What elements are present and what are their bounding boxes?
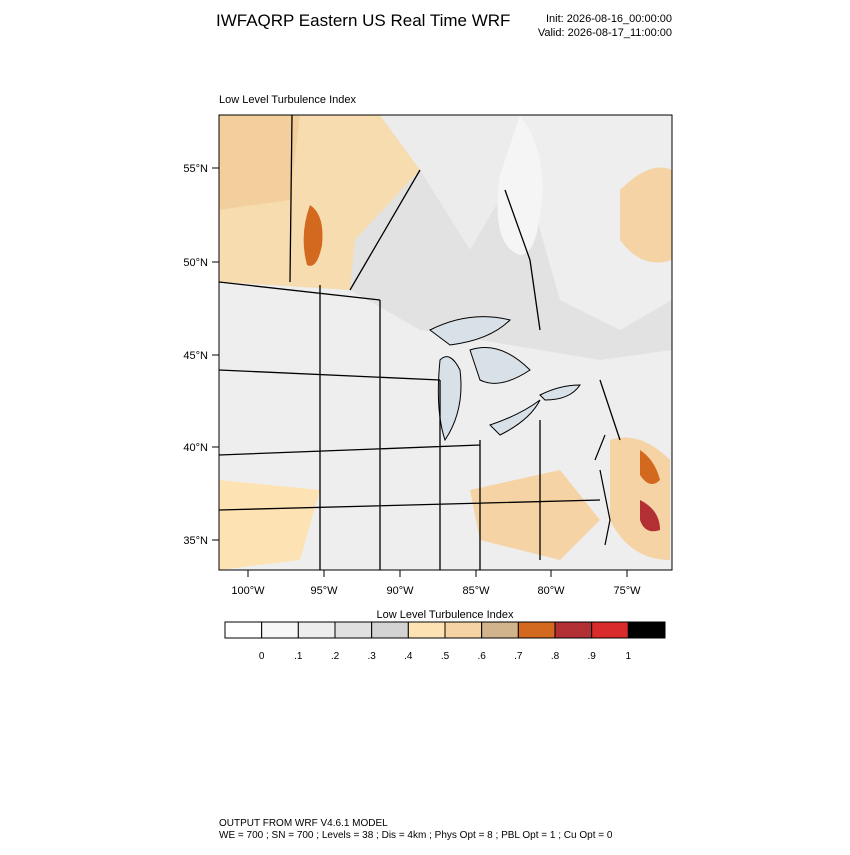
lon-label: 85°W (462, 585, 490, 597)
colorbar-label: .9 (587, 651, 596, 662)
lat-label: 40°N (183, 442, 208, 454)
colorbar-box (407, 621, 446, 639)
lat-label: 55°N (183, 163, 208, 175)
lat-label: 45°N (183, 350, 208, 362)
lon-label: 100°W (231, 585, 265, 597)
colorbar-box (371, 621, 409, 639)
lat-label: 50°N (183, 257, 208, 269)
colorbar-label: .3 (367, 651, 376, 662)
lon-label: 90°W (386, 585, 414, 597)
valid-time: Valid: 2026-08-17_11:00:00 (538, 27, 672, 39)
lon-label: 80°W (537, 585, 565, 597)
colorbar-box (554, 621, 593, 639)
map (218, 114, 673, 571)
colorbar-box (481, 621, 519, 639)
colorbar-box (444, 621, 483, 639)
lon-label: 75°W (613, 585, 641, 597)
colorbar-label: .8 (551, 651, 560, 662)
colorbar: 0 .1 .2 .3 .4 .5 .6 .7 .8 .9 1 (224, 621, 666, 662)
colorbar-label: .4 (404, 651, 413, 662)
lon-label: 95°W (310, 585, 338, 597)
colorbar-label: .7 (514, 651, 523, 662)
colorbar-box (261, 621, 299, 639)
colorbar-box (334, 621, 373, 639)
footer-line: OUTPUT FROM WRF V4.6.1 MODEL (219, 818, 388, 829)
lat-label: 35°N (183, 535, 208, 547)
footer-line: WE = 700 ; SN = 700 ; Levels = 38 ; Dis … (219, 830, 613, 841)
map-subtitle: Low Level Turbulence Index (219, 94, 356, 106)
colorbar-box (224, 621, 263, 639)
colorbar-box (591, 621, 629, 639)
colorbar-box (297, 621, 336, 639)
colorbar-box (627, 621, 666, 639)
init-time: Init: 2026-08-16_00:00:00 (546, 13, 672, 25)
colorbar-label: 1 (626, 651, 632, 662)
colorbar-label: .1 (294, 651, 303, 662)
colorbar-box (517, 621, 556, 639)
colorbar-label: .6 (477, 651, 486, 662)
colorbar-title: Low Level Turbulence Index (377, 609, 514, 621)
colorbar-label: 0 (259, 651, 265, 662)
colorbar-label: .5 (441, 651, 450, 662)
colorbar-label: .2 (331, 651, 340, 662)
title: IWFAQRP Eastern US Real Time WRF (216, 11, 510, 30)
